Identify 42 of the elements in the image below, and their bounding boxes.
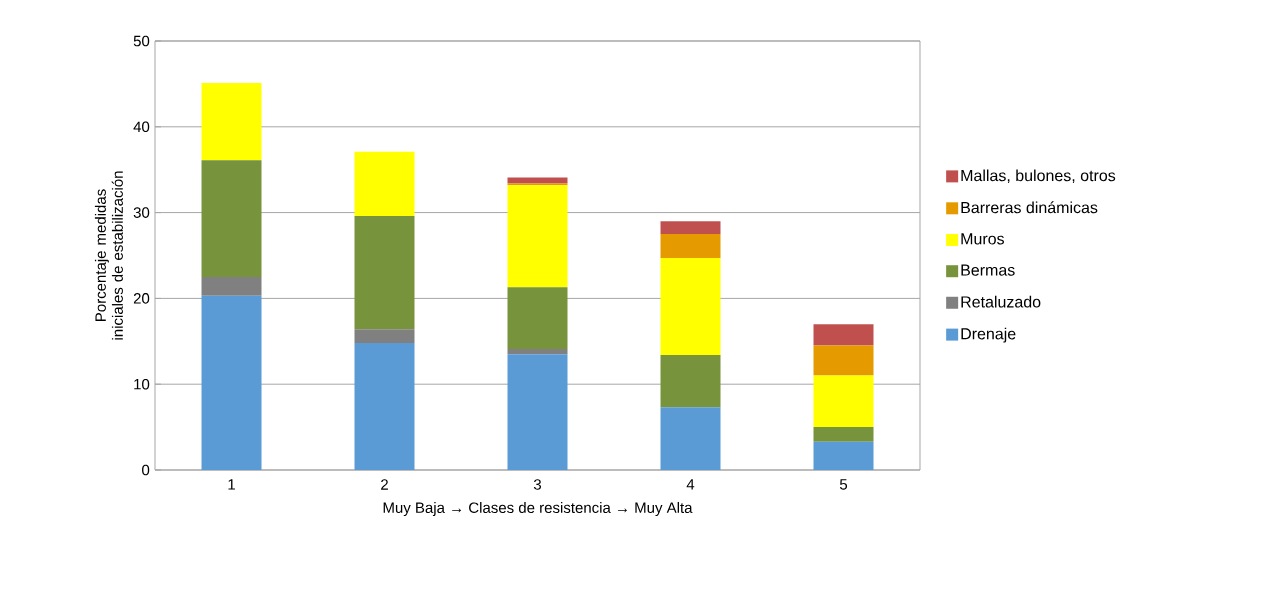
bar — [354, 329, 415, 344]
y-tick-label: 50 — [133, 35, 150, 47]
bar — [507, 185, 568, 288]
bar — [507, 177, 568, 184]
bar — [354, 216, 415, 330]
legend-label: Mallas, bulones, otros — [961, 169, 1116, 184]
bar — [660, 258, 721, 356]
legend-label: Drenaje — [961, 327, 1016, 343]
bar — [813, 427, 874, 442]
bar — [507, 354, 568, 470]
bar — [507, 287, 568, 350]
bar — [813, 441, 874, 470]
y-tick-label: 20 — [133, 293, 150, 304]
bar — [813, 375, 874, 428]
x-axis-title: Muy Baja → Clases de resistencia → Muy Alta — [383, 502, 693, 516]
bar — [660, 234, 721, 259]
bar — [354, 151, 415, 217]
x-tick-label: 3 — [533, 479, 542, 490]
bar — [201, 276, 262, 296]
x-tick-label: 2 — [381, 479, 388, 490]
bar — [813, 324, 874, 346]
x-tick-label: 4 — [686, 479, 695, 490]
bar — [201, 83, 262, 161]
x-tick-label: 5 — [839, 479, 848, 490]
bar — [660, 221, 721, 235]
bar — [201, 295, 262, 470]
legend-label: Bermas — [961, 264, 1015, 276]
y-axis-title: Porcentaje medidas iniciales de estabilización — [94, 171, 123, 340]
bar — [201, 160, 262, 277]
legend-label: Retaluzado — [961, 295, 1041, 308]
bar — [507, 349, 568, 355]
y-tick-label: 0 — [142, 464, 150, 476]
legend-label: Barreras dinámicas — [961, 201, 1098, 214]
bar — [660, 355, 721, 408]
bar — [354, 343, 415, 470]
bar — [813, 345, 874, 376]
y-tick-label: 30 — [133, 207, 150, 218]
y-tick-label: 40 — [133, 121, 150, 133]
x-tick-label: 1 — [228, 479, 235, 490]
bar — [660, 407, 721, 470]
legend-label: Muros — [961, 233, 1005, 245]
y-tick-label: 10 — [134, 378, 150, 390]
